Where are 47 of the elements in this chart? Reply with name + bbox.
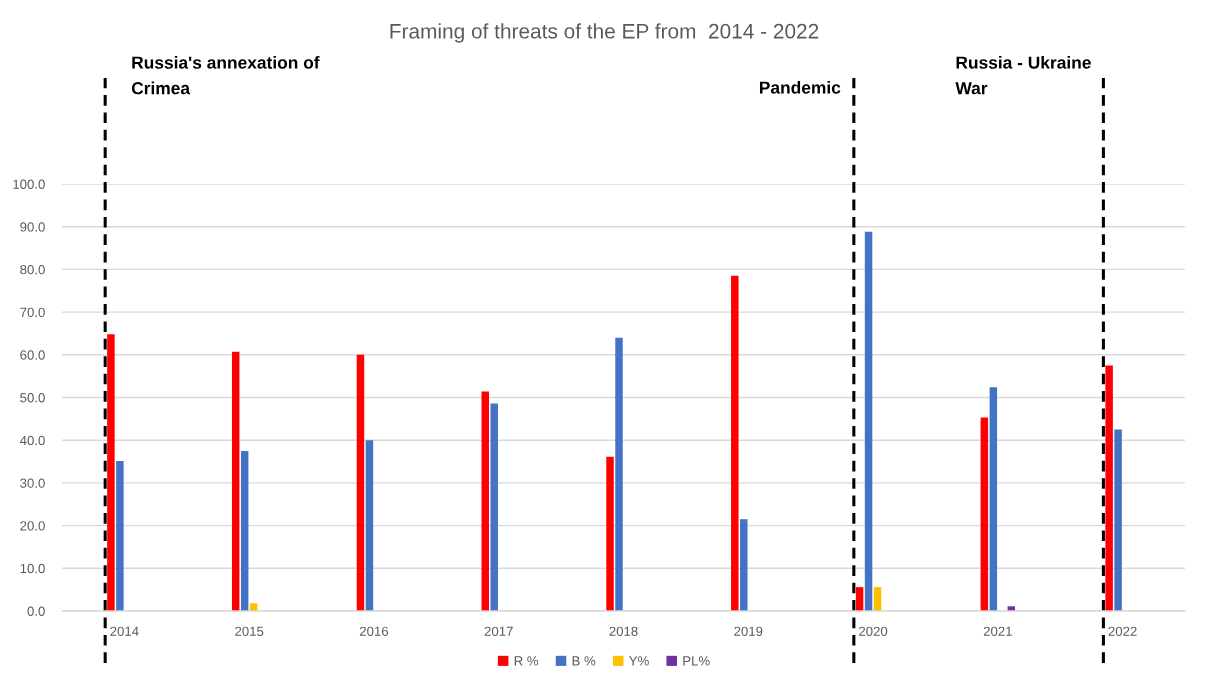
y-tick-label: 20.0 <box>20 521 45 531</box>
bar <box>731 275 739 611</box>
bar <box>606 456 614 611</box>
y-tick-label: 10.0 <box>20 563 45 574</box>
bar <box>107 334 115 611</box>
bar <box>365 440 374 611</box>
bar <box>864 231 873 611</box>
bar <box>1105 365 1113 611</box>
y-tick-label: 30.0 <box>20 478 45 488</box>
bar <box>740 519 748 611</box>
bar <box>116 461 124 611</box>
x-tick-label: 2014 <box>110 626 139 636</box>
bar <box>873 587 882 611</box>
x-tick-label: 2018 <box>609 626 638 636</box>
x-tick-label: 2020 <box>859 626 888 636</box>
y-tick-label: 80.0 <box>20 264 45 275</box>
x-tick-label: 2015 <box>235 626 264 636</box>
bar <box>240 450 249 611</box>
bar <box>989 387 998 611</box>
x-tick-label: 2021 <box>983 626 1012 636</box>
y-tick-label: 100.0 <box>13 179 45 189</box>
legend-label: PL% <box>683 656 710 666</box>
bar <box>1114 429 1122 611</box>
bar <box>481 391 489 611</box>
y-tick-label: 50.0 <box>20 393 45 403</box>
ref-line-label: Pandemic <box>759 81 841 94</box>
y-tick-label: 60.0 <box>20 350 45 360</box>
ref-line-label: Russia - Ukraine War <box>955 56 1091 95</box>
legend-label: B % <box>572 656 596 666</box>
bar <box>615 337 623 611</box>
y-tick-label: 70.0 <box>20 307 45 318</box>
chart-title: Framing of threats of the EP from 2014 - 2022 <box>390 23 819 43</box>
x-tick-label: 2016 <box>359 626 389 636</box>
x-tick-label: 2019 <box>734 626 763 636</box>
y-tick-label: 40.0 <box>19 435 45 446</box>
bar <box>980 417 989 611</box>
y-tick-label: 90.0 <box>20 222 45 232</box>
y-tick-label: 0.0 <box>27 606 45 616</box>
bar <box>231 351 240 611</box>
bar <box>490 403 498 611</box>
x-tick-label: 2022 <box>1108 626 1137 636</box>
x-tick-label: 2017 <box>484 626 513 636</box>
ref-line-label: Russia's annexation of Crimea <box>131 56 320 95</box>
bar <box>356 354 365 611</box>
legend-label: R % <box>514 656 539 666</box>
legend-label: Y% <box>629 656 649 666</box>
bar <box>855 587 864 611</box>
